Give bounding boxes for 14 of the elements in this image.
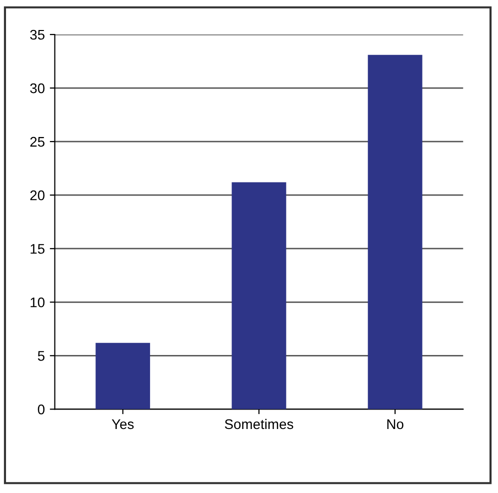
y-tick-label: 20 <box>30 190 45 200</box>
bar <box>96 342 150 410</box>
x-tick-label: Yes <box>112 419 134 430</box>
y-tick-label: 5 <box>38 351 44 361</box>
y-tick-label: 15 <box>30 244 44 254</box>
y-tick-label: 25 <box>30 136 44 147</box>
y-tick-label: 30 <box>30 83 45 94</box>
x-tick-label: No <box>387 419 404 430</box>
y-tick-label: 0 <box>38 404 45 414</box>
bar <box>368 54 422 410</box>
x-tick-label: Sometimes <box>224 418 294 430</box>
bar <box>232 182 286 410</box>
y-tick-label: 35 <box>30 30 44 40</box>
y-tick-label: 10 <box>30 297 45 308</box>
